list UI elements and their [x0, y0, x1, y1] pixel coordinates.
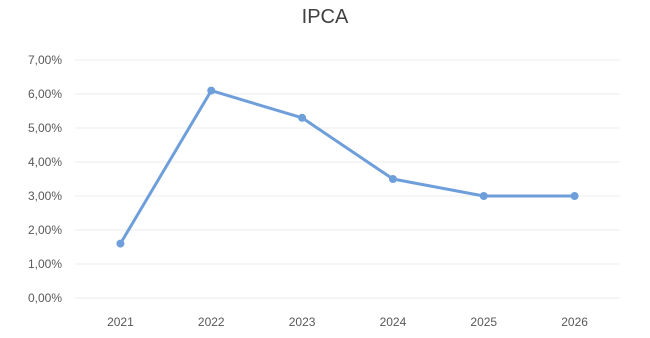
x-tick-label: 2022 [198, 315, 225, 329]
series-line [118, 89, 577, 246]
x-tick-label: 2023 [289, 315, 316, 329]
y-axis-ticks: 0,00% 1,00% 2,00% 3,00% 4,00% 5,00% 6,00% 7,00% [28, 53, 62, 305]
y-tick-label: 5,00% [28, 121, 62, 135]
x-tick-label: 2021 [107, 315, 134, 329]
data-point [388, 175, 397, 183]
y-tick-label: 0,00% [28, 291, 62, 305]
x-tick-label: 2025 [470, 315, 497, 329]
data-point [298, 113, 307, 122]
y-tick-label: 1,00% [28, 257, 62, 271]
y-tick-label: 4,00% [28, 155, 62, 169]
y-tick-label: 2,00% [28, 223, 62, 237]
x-tick-label: 2026 [561, 315, 588, 329]
x-tick-label: 2024 [380, 315, 407, 329]
y-tick-label: 7,00% [28, 53, 62, 67]
data-point [479, 192, 488, 200]
x-axis-ticks: 2021 2022 2023 2024 2025 2026 [107, 315, 588, 329]
chart-title: IPCA [301, 6, 349, 28]
y-tick-label: 3,00% [28, 189, 62, 203]
data-series [116, 86, 579, 248]
y-tick-label: 6,00% [28, 87, 62, 101]
data-point [116, 239, 125, 248]
data-point [207, 86, 216, 95]
gridlines [75, 59, 620, 299]
data-point [570, 192, 579, 200]
